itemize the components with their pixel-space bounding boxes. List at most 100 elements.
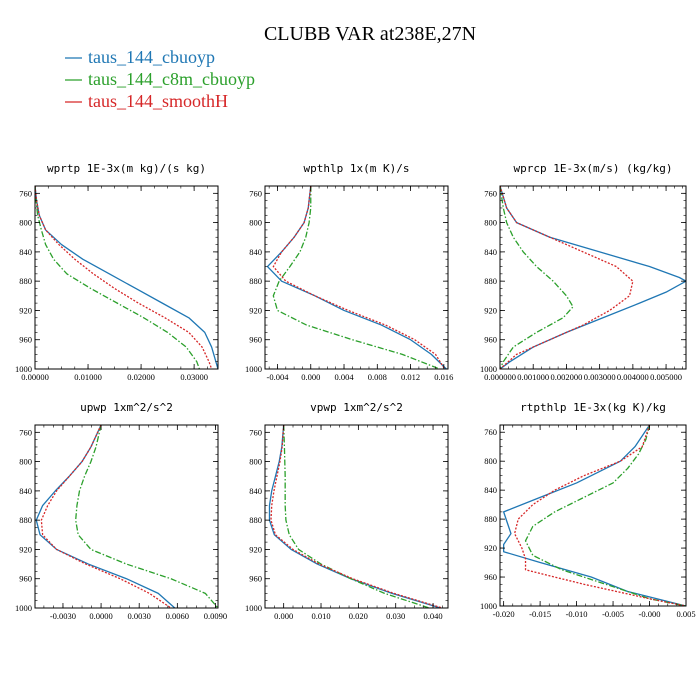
series-line [270, 425, 443, 608]
x-tick-label: 0.012 [401, 372, 420, 382]
y-tick-label: 800 [484, 218, 497, 228]
y-tick-label: 880 [249, 515, 262, 525]
y-tick-label: 1000 [245, 364, 262, 374]
y-tick-label: 840 [19, 486, 32, 496]
y-tick-label: 960 [19, 335, 32, 345]
y-tick-label: 960 [484, 335, 497, 345]
series-line [35, 186, 201, 369]
chart-grid: wprtp 1E-3x(m kg)/(s kg) 760 800 840 880 920 9… [15, 162, 696, 621]
x-tick-label: 0.002000 [550, 372, 582, 382]
panel-title: rtpthlp 1E-3x(kg K)/kg [520, 401, 666, 414]
plot-frame [499, 424, 687, 607]
legend-label: taus_144_c8m_cbuoyp [88, 69, 255, 89]
x-tick-label: 0.040 [423, 611, 442, 621]
y-tick-label: 920 [249, 544, 262, 554]
x-tick-label: 0.005000 [650, 372, 682, 382]
y-tick-label: 920 [19, 544, 32, 554]
series-line [272, 186, 446, 369]
y-tick-label: 760 [19, 188, 32, 198]
x-tick-label: -0.015 [529, 609, 551, 619]
series-line [35, 186, 213, 369]
y-tick-label: 1000 [15, 603, 32, 613]
x-tick-label: -0.020 [493, 609, 515, 619]
series-line [35, 425, 176, 608]
x-tick-label: 0.0090 [204, 611, 227, 621]
y-tick-label: 880 [484, 276, 497, 286]
x-tick-label: -0.010 [566, 609, 588, 619]
y-tick-label: 840 [484, 485, 497, 495]
plot-frame [499, 185, 687, 370]
panel-title: wprtp 1E-3x(m kg)/(s kg) [47, 162, 206, 175]
y-tick-label: 880 [19, 276, 32, 286]
series-line [503, 425, 686, 606]
y-tick-label: 960 [484, 572, 497, 582]
x-tick-label: 0.004000 [617, 372, 649, 382]
legend-label: taus_144_cbuoyp [88, 47, 215, 67]
x-tick-label: 0.03000 [180, 372, 208, 382]
legend: taus_144_cbuoyptaus_144_c8m_cbuoyptaus_1… [65, 47, 255, 111]
x-tick-label: 0.00000 [21, 372, 49, 382]
x-tick-label: 0.02000 [127, 372, 155, 382]
y-tick-label: 800 [249, 457, 262, 467]
series-line [35, 186, 218, 369]
y-tick-label: 960 [19, 574, 32, 584]
series-line [500, 186, 686, 369]
y-tick-label: 920 [484, 305, 497, 315]
x-tick-label: 0.000 [274, 611, 293, 621]
y-tick-label: 960 [249, 335, 262, 345]
x-tick-label: 0.008 [368, 372, 387, 382]
x-tick-label: 0.005 [676, 609, 695, 619]
plot-frame [264, 424, 449, 609]
x-tick-label: 0.0060 [166, 611, 189, 621]
y-tick-label: 840 [249, 486, 262, 496]
y-tick-label: 880 [19, 515, 32, 525]
y-tick-label: 960 [249, 574, 262, 584]
panel-title: wpthlp 1x(m K)/s [304, 162, 410, 175]
y-tick-label: 760 [484, 427, 497, 437]
y-tick-label: 800 [484, 456, 497, 466]
x-tick-label: -0.004 [266, 372, 289, 382]
x-tick-label: 0.000 [301, 372, 320, 382]
y-tick-label: 840 [19, 247, 32, 257]
y-tick-label: 920 [484, 543, 497, 553]
y-tick-label: 840 [249, 247, 262, 257]
x-tick-label: -0.0030 [50, 611, 76, 621]
x-tick-label: 0.016 [434, 372, 453, 382]
x-tick-label: -0.000 [639, 609, 661, 619]
figure-title: CLUBB VAR at238E,27N [264, 23, 476, 45]
y-tick-label: 880 [484, 514, 497, 524]
panel-title: upwp 1xm^2/s^2 [80, 401, 173, 414]
chart-panel: upwp 1xm^2/s^2 760 800 840 880 920 960 1000 -0.0… [15, 401, 227, 621]
x-tick-label: -0.005 [602, 609, 624, 619]
series-line [524, 425, 686, 606]
x-tick-label: 0.010 [311, 611, 330, 621]
y-tick-label: 920 [249, 305, 262, 315]
plot-frame [34, 185, 219, 370]
x-tick-label: 0.01000 [74, 372, 102, 382]
panel-title: vpwp 1xm^2/s^2 [310, 401, 403, 414]
x-tick-label: 0.003000 [584, 372, 616, 382]
y-tick-label: 1000 [480, 364, 497, 374]
plot-frame [264, 185, 449, 370]
series-line [272, 186, 440, 369]
y-tick-label: 800 [19, 218, 32, 228]
series-line [500, 186, 574, 369]
series-line [40, 425, 172, 608]
series-line [500, 186, 634, 369]
y-tick-label: 880 [249, 276, 262, 286]
y-tick-label: 760 [249, 427, 262, 437]
y-tick-label: 1000 [15, 364, 32, 374]
x-tick-label: 0.0000 [89, 611, 112, 621]
x-tick-label: 0.000000 [484, 372, 516, 382]
chart-panel: rtpthlp 1E-3x(kg K)/kg 760 800 840 880 920 960… [480, 401, 696, 619]
x-tick-label: 0.030 [386, 611, 405, 621]
chart-panel: wprcp 1E-3x(m/s) (kg/kg) 760 800 840 880 920 9… [480, 162, 687, 382]
y-tick-label: 800 [19, 457, 32, 467]
panel-title: wprcp 1E-3x(m/s) (kg/kg) [514, 162, 673, 175]
x-tick-label: 0.001000 [517, 372, 549, 382]
y-tick-label: 1000 [245, 603, 262, 613]
series-line [513, 425, 686, 606]
series-line [75, 425, 218, 608]
y-tick-label: 760 [19, 427, 32, 437]
